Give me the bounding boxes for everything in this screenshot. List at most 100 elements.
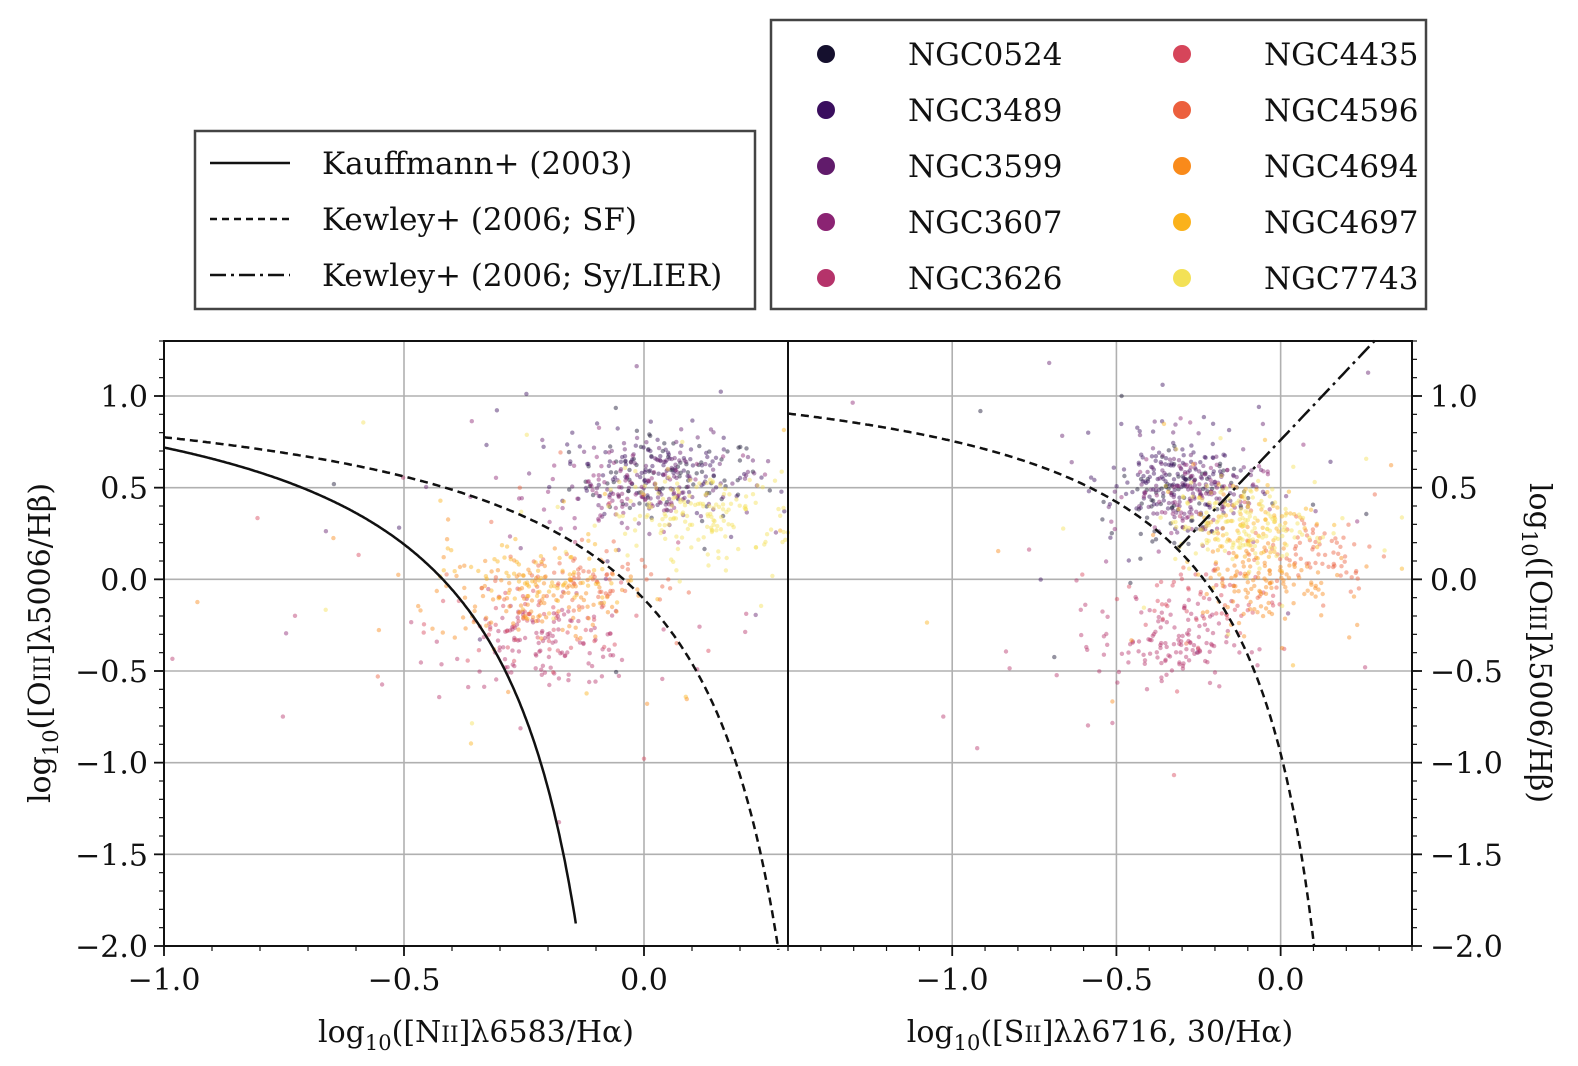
point-ngc7743 (625, 553, 630, 558)
point-ngc3626 (1105, 642, 1110, 647)
point-ngc7743 (563, 549, 568, 555)
point-ngc3489 (1156, 450, 1162, 455)
point-ngc3599 (1208, 490, 1213, 495)
point-ngc3599 (679, 490, 685, 495)
point-ngc3626 (1151, 631, 1157, 637)
point-ngc3489 (1137, 429, 1142, 434)
point-ngc4694 (1258, 589, 1263, 595)
point-ngc3607 (1229, 502, 1235, 508)
point-ngc4694 (1315, 570, 1321, 575)
point-ngc7743 (1245, 500, 1251, 505)
point-ngc3489 (676, 496, 681, 502)
point-ngc3599 (1152, 419, 1157, 424)
point-ngc0524 (1205, 489, 1210, 494)
point-ngc7743 (723, 486, 728, 492)
point-ngc7743 (712, 518, 717, 524)
point-ngc3489 (656, 471, 661, 476)
point-ngc4694 (462, 595, 468, 600)
point-ngc3599 (1188, 505, 1193, 510)
point-ngc4596 (517, 485, 522, 490)
ytick-label-right: −1.0 (1430, 747, 1503, 782)
point-ngc4697 (1302, 526, 1307, 531)
point-ngc3489 (1159, 419, 1165, 424)
point-ngc3607 (1171, 484, 1177, 490)
point-ngc4694 (1200, 610, 1206, 615)
point-ngc4694 (540, 619, 545, 624)
point-ngc4694 (610, 572, 615, 577)
point-ngc3599 (1151, 511, 1156, 516)
point-ngc3489 (672, 468, 678, 473)
point-ngc4694 (1291, 562, 1297, 567)
point-ngc4694 (1231, 550, 1236, 556)
point-ngc7743 (1193, 551, 1199, 556)
point-ngc3599 (1145, 469, 1150, 475)
point-ngc0524 (684, 462, 689, 467)
point-ngc3489 (1189, 443, 1194, 448)
point-ngc3607 (694, 461, 699, 467)
point-ngc7743 (1237, 517, 1242, 522)
point-ngc4694 (1319, 580, 1324, 586)
point-ngc7743 (1181, 495, 1186, 500)
point-ngc0524 (611, 479, 616, 485)
point-ngc7743 (1224, 486, 1229, 491)
point-ngc4694 (1204, 591, 1209, 597)
point-ngc3607 (1245, 504, 1250, 510)
point-ngc3607 (762, 472, 768, 477)
point-ngc7743 (1245, 541, 1251, 547)
point-ngc3489 (721, 435, 726, 440)
point-ngc7743 (323, 607, 328, 612)
point-ngc3489 (1149, 454, 1155, 459)
point-ngc7743 (1270, 516, 1275, 522)
point-ngc3607 (1191, 479, 1197, 484)
point-ngc4694 (605, 610, 611, 615)
point-ngc3489 (1201, 414, 1207, 420)
point-ngc7743 (620, 513, 625, 519)
point-ngc3489 (654, 457, 659, 462)
point-ngc7743 (1300, 515, 1306, 521)
point-ngc7743 (1226, 632, 1231, 637)
point-ngc3626 (500, 615, 505, 621)
point-ngc0524 (608, 444, 613, 449)
point-ngc3599 (1174, 510, 1179, 515)
point-ngc3626 (559, 650, 565, 655)
point-ngc0524 (1158, 501, 1164, 507)
point-ngc4435 (1194, 617, 1199, 622)
point-ngc3626 (434, 639, 439, 644)
point-ngc3489 (620, 454, 625, 460)
point-ngc4694 (581, 597, 587, 603)
point-ngc0524 (587, 484, 592, 489)
point-ngc3489 (615, 426, 620, 431)
point-ngc4596 (1372, 492, 1378, 497)
point-ngc3489 (718, 389, 723, 394)
point-ngc3607 (616, 494, 621, 500)
point-ngc4694 (517, 572, 522, 577)
point-ngc4694 (1267, 568, 1272, 573)
point-ngc3607 (1202, 472, 1208, 477)
point-ngc7743 (1189, 515, 1195, 520)
point-ngc4596 (1310, 547, 1315, 552)
point-ngc4697 (476, 568, 481, 574)
point-ngc3599 (1214, 454, 1219, 459)
point-ngc4596 (1310, 527, 1316, 532)
point-ngc3489 (396, 525, 402, 530)
legend-label-ngc3599: NGC3599 (908, 149, 1063, 185)
point-ngc3607 (610, 498, 615, 503)
point-ngc3489 (630, 457, 635, 462)
point-ngc7743 (669, 487, 674, 492)
point-ngc4694 (523, 615, 528, 620)
point-ngc4596 (666, 577, 671, 582)
point-ngc3599 (1146, 504, 1151, 510)
point-ngc3599 (656, 445, 662, 451)
point-ngc4694 (1287, 563, 1292, 568)
point-ngc4697 (1272, 519, 1278, 524)
point-ngc4435 (547, 647, 552, 652)
point-ngc3626 (562, 653, 567, 659)
point-ngc4694 (1269, 611, 1275, 617)
point-ngc7743 (726, 522, 731, 527)
point-ngc7743 (668, 516, 673, 522)
point-ngc7743 (1247, 537, 1253, 543)
point-ngc0524 (678, 460, 683, 465)
point-ngc3599 (703, 493, 709, 498)
point-ngc4596 (571, 558, 576, 563)
point-ngc4694 (1241, 564, 1247, 569)
